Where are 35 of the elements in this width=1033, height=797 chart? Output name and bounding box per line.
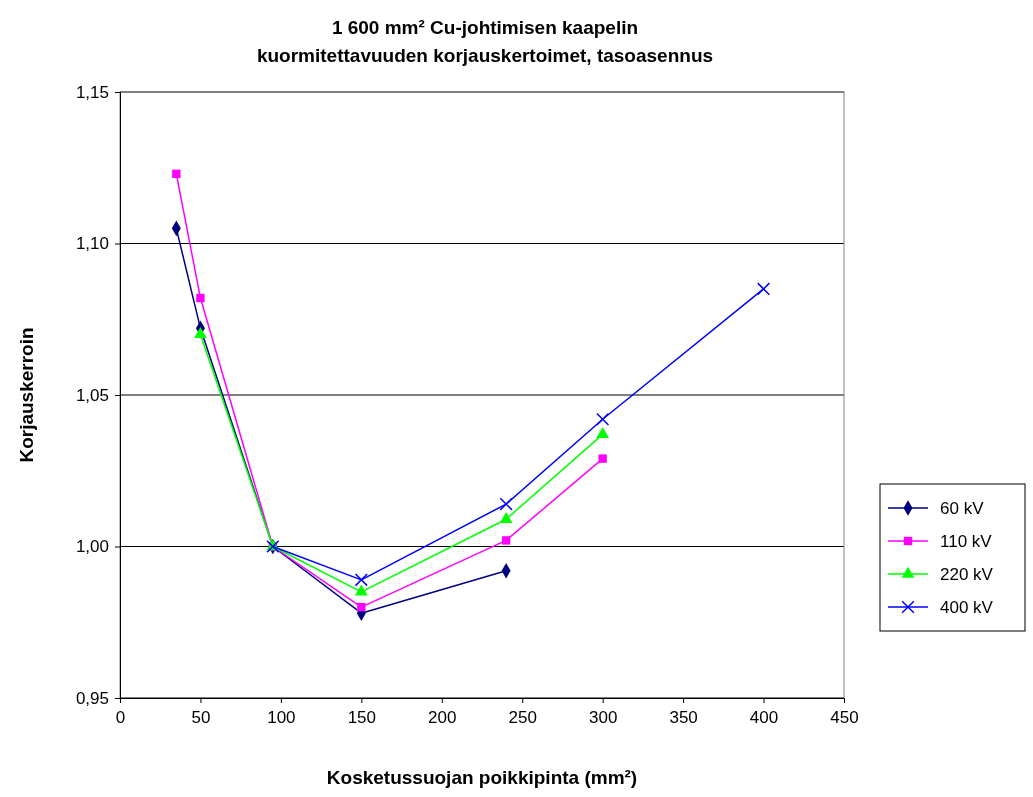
x-tick-label: 0 (115, 708, 126, 728)
point (756, 282, 771, 296)
x-tick-label: 200 (428, 708, 457, 728)
x-tick-label: 250 (508, 708, 537, 728)
point (499, 511, 513, 523)
x-tick-label: 450 (830, 708, 859, 728)
y-tick-label: 0,95 (75, 688, 109, 708)
point (354, 584, 368, 596)
point (501, 536, 511, 545)
legend-label: 110 kV (940, 532, 993, 551)
y-tick-label: 1,10 (75, 234, 109, 254)
x-tick-label: 300 (588, 708, 618, 728)
legend-label: 400 kV (940, 598, 994, 617)
point (598, 454, 607, 463)
point (194, 327, 207, 339)
y-tick-label: 1,15 (75, 82, 109, 102)
chart-title: 1 600 mm² Cu-johtimisen kaapelin kuormitettavuuden korjauskertoimet, tasoasennus (256, 17, 714, 66)
legend-label: 60 kV (940, 499, 985, 518)
point (196, 293, 205, 303)
x-axis-title: Kosketussuojan poikkipinta (mm²) (326, 767, 638, 788)
x-tick-label: 50 (191, 708, 211, 728)
legend-label: 220 kV (940, 565, 994, 584)
point (172, 169, 181, 178)
y-tick-label: 1,05 (75, 385, 109, 405)
x-tick-label: 100 (267, 708, 296, 728)
point (354, 573, 368, 587)
point (596, 427, 610, 439)
y-axis-title: Korjauskerroin (16, 327, 37, 463)
point (499, 497, 513, 511)
point (596, 412, 610, 426)
x-tick-label: 350 (669, 708, 698, 728)
point (357, 602, 366, 612)
x-tick-label: 150 (347, 708, 377, 728)
x-tick-label: 400 (749, 708, 779, 728)
y-tick-label: 1,00 (75, 537, 109, 557)
